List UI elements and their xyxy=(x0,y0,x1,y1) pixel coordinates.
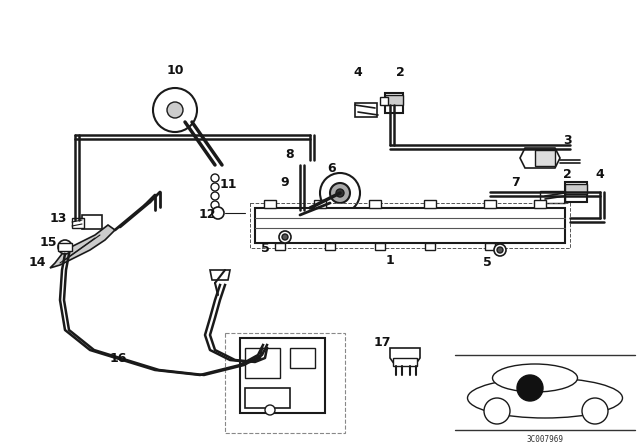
Bar xyxy=(565,182,587,202)
Bar xyxy=(275,243,285,250)
Bar xyxy=(534,200,546,208)
Bar xyxy=(58,243,72,251)
Circle shape xyxy=(58,240,72,254)
Circle shape xyxy=(494,244,506,256)
Text: 12: 12 xyxy=(198,208,216,221)
Bar xyxy=(424,200,436,208)
Bar xyxy=(335,211,347,219)
Circle shape xyxy=(282,234,288,240)
Bar xyxy=(82,215,102,229)
Polygon shape xyxy=(210,270,230,280)
Circle shape xyxy=(211,183,219,191)
Circle shape xyxy=(336,189,344,197)
Bar xyxy=(314,200,326,208)
Circle shape xyxy=(153,88,197,132)
Circle shape xyxy=(320,173,360,213)
Bar xyxy=(240,338,325,413)
Bar xyxy=(225,333,345,433)
Bar xyxy=(245,348,280,378)
Bar xyxy=(255,208,565,243)
Text: 5: 5 xyxy=(260,241,269,254)
Polygon shape xyxy=(520,148,560,168)
Circle shape xyxy=(484,398,510,424)
Bar xyxy=(250,203,570,248)
Text: 13: 13 xyxy=(49,211,67,224)
Text: 8: 8 xyxy=(285,148,294,161)
Text: 9: 9 xyxy=(281,177,289,190)
Text: 10: 10 xyxy=(166,64,184,77)
Text: 6: 6 xyxy=(328,161,336,175)
Circle shape xyxy=(582,398,608,424)
Text: 5: 5 xyxy=(483,255,492,268)
Text: 2: 2 xyxy=(396,66,404,79)
Bar xyxy=(380,97,388,105)
Bar xyxy=(290,348,315,368)
Bar xyxy=(375,243,385,250)
Circle shape xyxy=(265,405,275,415)
Bar xyxy=(485,243,495,250)
Ellipse shape xyxy=(467,378,623,418)
Bar xyxy=(385,93,403,113)
Text: 3C007969: 3C007969 xyxy=(527,435,563,444)
Circle shape xyxy=(167,102,183,118)
Circle shape xyxy=(212,207,224,219)
Bar xyxy=(325,243,335,250)
Polygon shape xyxy=(390,348,420,365)
Bar xyxy=(535,150,555,166)
Text: 3: 3 xyxy=(564,134,572,146)
Bar xyxy=(393,358,417,366)
Circle shape xyxy=(211,201,219,209)
Text: 7: 7 xyxy=(511,176,520,189)
Text: 11: 11 xyxy=(220,178,237,191)
Circle shape xyxy=(211,174,219,182)
Bar xyxy=(540,191,565,203)
Circle shape xyxy=(330,183,350,203)
Text: 4: 4 xyxy=(354,66,362,79)
Text: 1: 1 xyxy=(386,254,394,267)
Polygon shape xyxy=(50,225,115,268)
Circle shape xyxy=(211,192,219,200)
Circle shape xyxy=(279,231,291,243)
Bar xyxy=(565,184,587,194)
Bar xyxy=(264,200,276,208)
Text: 15: 15 xyxy=(39,237,57,250)
Bar xyxy=(72,218,84,228)
Text: 17: 17 xyxy=(373,336,391,349)
Bar xyxy=(484,200,496,208)
Bar xyxy=(369,200,381,208)
Bar xyxy=(425,243,435,250)
Text: 2: 2 xyxy=(563,168,572,181)
Bar xyxy=(355,103,377,117)
Bar xyxy=(245,388,290,408)
Ellipse shape xyxy=(493,364,577,392)
Bar xyxy=(385,95,403,105)
Text: 16: 16 xyxy=(109,352,127,365)
Text: 14: 14 xyxy=(28,257,45,270)
Circle shape xyxy=(517,375,543,401)
Circle shape xyxy=(497,247,503,253)
Text: 4: 4 xyxy=(596,168,604,181)
